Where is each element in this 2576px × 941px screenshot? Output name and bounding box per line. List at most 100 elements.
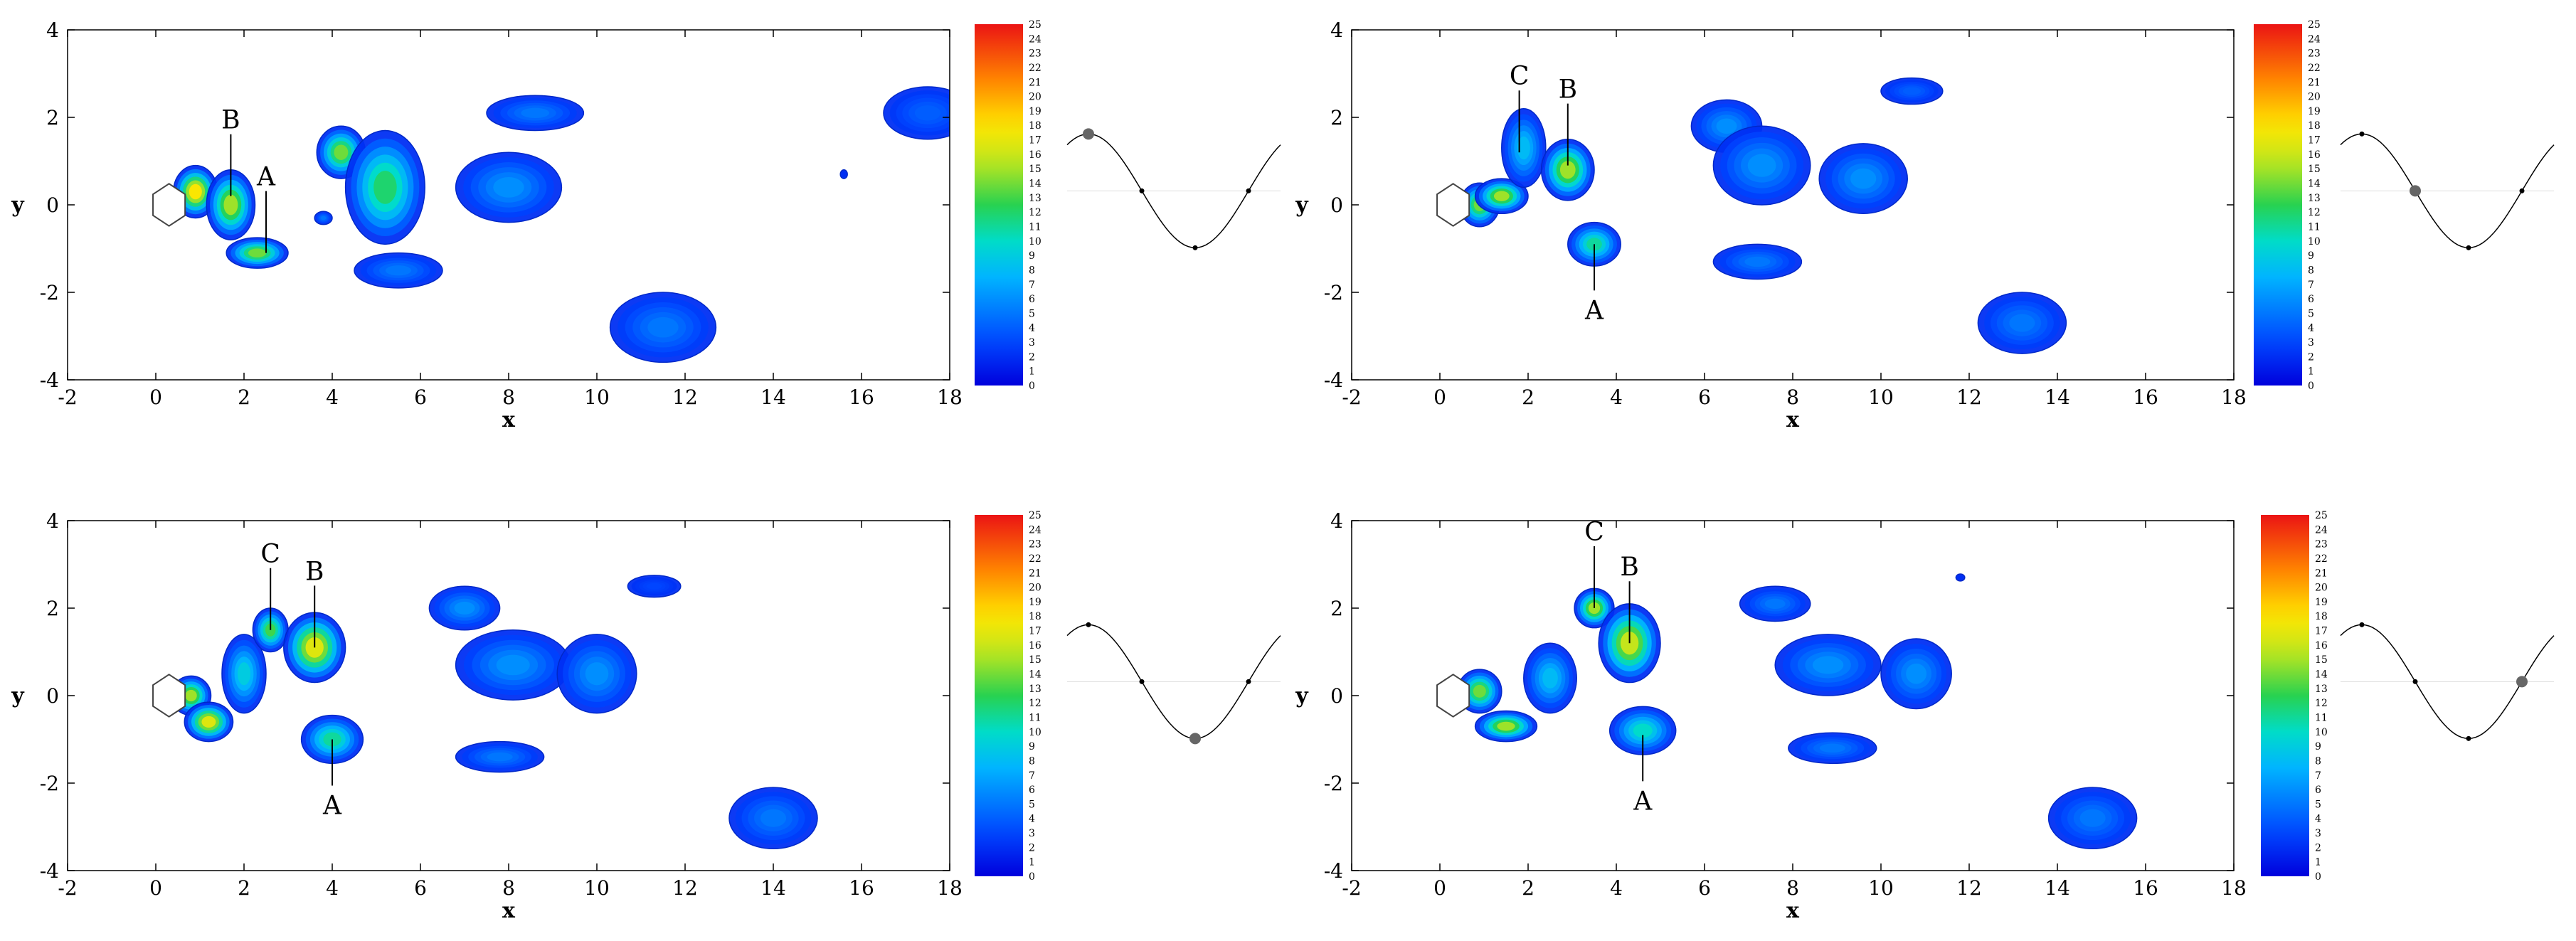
y-axis-title: y	[11, 684, 25, 708]
annotation-label: C	[1510, 62, 1530, 91]
colorbar-tick-label: 19	[1029, 597, 1041, 608]
contour-level	[201, 716, 216, 728]
contour-level	[1744, 256, 1771, 267]
x-tick-label: 18	[2221, 876, 2247, 900]
y-tick-label: 4	[1330, 18, 1343, 42]
x-tick-label: 8	[502, 386, 515, 409]
contour-level	[1633, 723, 1653, 738]
vortex-9	[609, 292, 717, 363]
colorbar-tick-label: 6	[1029, 785, 1035, 796]
vortex-6	[1712, 125, 1811, 206]
phase-marker	[1246, 679, 1251, 684]
colorbar-tick-label: 23	[1029, 48, 1041, 60]
colorbar-tick-label: 4	[2308, 323, 2314, 334]
x-tick-label: 14	[2045, 386, 2070, 409]
colorbar-tick-label: 5	[1029, 308, 1035, 319]
contour-level	[493, 177, 524, 198]
colorbar-tick-label: 4	[1029, 814, 1035, 825]
x-tick-label: 8	[1786, 876, 1799, 900]
colorbar-tick-label: 0	[2308, 381, 2314, 392]
y-tick-label: -2	[1324, 772, 1343, 795]
contour-level	[487, 752, 513, 762]
colorbar-tick-label: 11	[2315, 712, 2328, 723]
y-tick-label: 2	[1330, 597, 1343, 620]
y-tick-label: 2	[1330, 106, 1343, 129]
cylinder-body	[152, 674, 186, 718]
annotation-label: C	[1584, 518, 1604, 547]
x-tick-label: 0	[1433, 876, 1446, 900]
vortex-0	[1457, 669, 1502, 714]
colorbar-tick-label: 16	[1029, 640, 1041, 652]
y-tick-label: 4	[46, 18, 59, 42]
phase-marker	[1192, 245, 1198, 250]
panel-bottom-right: -2 0 2 4 6 8 10 12 14 16 18-4-2024xyCBA01234567891…	[1295, 509, 2555, 923]
y-tick-label: -2	[40, 281, 59, 304]
vortex-9	[1788, 732, 1877, 765]
phase-wave	[2340, 624, 2555, 740]
phase-marker	[2359, 131, 2365, 137]
colorbar-tick-label: 19	[1029, 106, 1041, 117]
colorbar-tick-label: 21	[1029, 77, 1041, 88]
contour-field	[1459, 77, 2067, 354]
vortex-11	[839, 169, 848, 179]
phase-marker-active	[1189, 733, 1201, 745]
colorbar-tick-label: 7	[1029, 770, 1035, 782]
contour-level	[1764, 598, 1786, 610]
phase-wave	[2340, 133, 2555, 249]
x-tick-label: 4	[326, 386, 339, 409]
vortex-9	[627, 575, 682, 598]
contour-level	[1716, 118, 1737, 134]
vortex-11	[728, 787, 818, 849]
x-tick-label: 16	[849, 876, 874, 900]
contour-level	[385, 265, 412, 276]
x-tick-label: 2	[1522, 876, 1535, 900]
cylinder-body	[152, 183, 186, 227]
vortex-2	[226, 237, 289, 269]
colorbar-tick-label: 2	[2315, 842, 2321, 854]
colorbar-tick-label: 3	[2308, 337, 2314, 349]
x-tick-label: 14	[2045, 876, 2070, 900]
vortex-10	[883, 86, 950, 140]
phase-indicator	[2340, 131, 2555, 250]
annotation-label: A	[322, 792, 342, 821]
colorbar-tick-label: 20	[2308, 92, 2321, 103]
colorbar-tick-label: 1	[1029, 857, 1035, 868]
colorbar-tick-label: 20	[1029, 583, 1041, 594]
vortex-1	[1474, 710, 1538, 743]
colorbar-tick-label: 4	[1029, 323, 1035, 334]
colorbar-tick-label: 6	[2308, 294, 2314, 305]
contour-level	[760, 809, 787, 827]
colorbar-tick-label: 14	[1029, 179, 1041, 190]
phase-marker	[2359, 622, 2365, 627]
colorbar-tick-label: 9	[2315, 741, 2321, 753]
contour-field	[170, 575, 818, 849]
vortex-1	[184, 701, 234, 743]
colorbar-tick-label: 24	[2315, 524, 2328, 536]
phase-marker	[1086, 622, 1091, 627]
colorbar-tick-label: 9	[1029, 741, 1035, 753]
vortex-7	[1774, 634, 1882, 696]
phase-wave	[1066, 133, 1281, 249]
x-axis-title: x	[502, 408, 516, 432]
contour-level	[1473, 684, 1486, 698]
x-tick-label: 10	[584, 386, 610, 409]
colorbar-tick-label: 15	[2315, 654, 2328, 666]
colorbar-tick-label: 12	[2315, 698, 2328, 709]
x-tick-label: 10	[1868, 386, 1894, 409]
contour-level	[185, 689, 197, 702]
colorbar-tick-label: 16	[1029, 149, 1041, 161]
y-tick-label: 4	[46, 509, 59, 533]
x-tick-label: 18	[937, 386, 963, 409]
phase-marker	[2412, 679, 2418, 684]
colorbar-tick-label: 9	[1029, 250, 1035, 262]
vortex-4	[344, 129, 425, 245]
y-tick-label: -4	[40, 368, 59, 392]
contour-level	[1906, 663, 1927, 684]
x-tick-label: 14	[760, 386, 786, 409]
annotation-label: A	[1584, 296, 1604, 325]
colorbar-tick-label: 21	[1029, 568, 1041, 579]
colorbar-tick-label: 23	[2308, 48, 2321, 60]
contour-level	[373, 171, 397, 204]
y-tick-label: -4	[40, 859, 59, 883]
colorbar-tick-label: 18	[1029, 611, 1041, 622]
